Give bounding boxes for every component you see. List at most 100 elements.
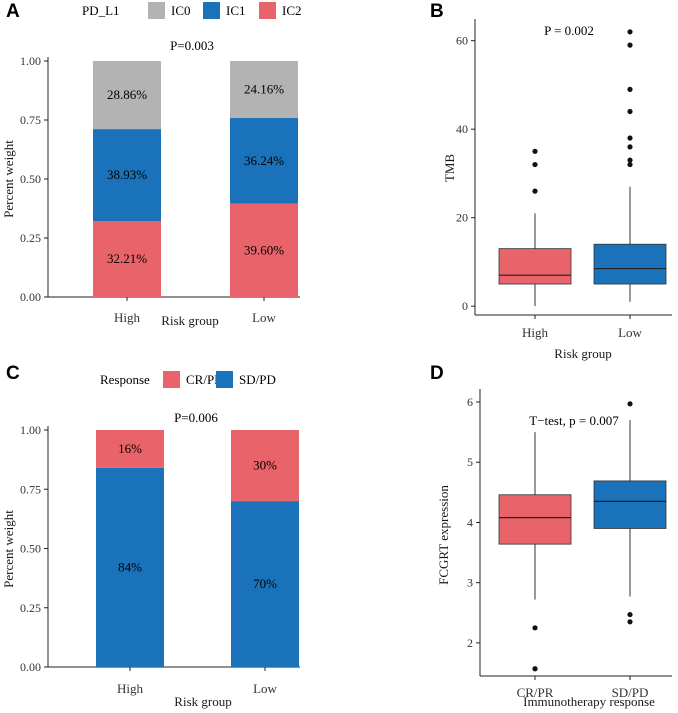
x-axis-title-b: Risk group [554, 346, 611, 361]
data-label-c: 30% [253, 458, 277, 473]
x-tick-label-a: High [114, 310, 141, 325]
outlier-point-b-low [627, 144, 633, 150]
legend-label-a: IC1 [226, 3, 246, 18]
y-tick-label-b: 60 [456, 34, 468, 48]
outlier-point-b-low [627, 42, 633, 48]
panel-d: D 2 3 4 5 6 CR/PR SD/PD T−test, p = 0.007 Immunot… [430, 363, 672, 709]
data-label-a: 24.16% [244, 82, 284, 97]
legend-title-c: Response [100, 372, 150, 387]
panel-letter-a: A [6, 1, 20, 22]
data-label-a: 38.93% [107, 167, 147, 182]
legend-label-c: SD/PD [239, 372, 276, 387]
data-label-a: 36.24% [244, 153, 284, 168]
bar-segment-c-low-sdpd [231, 501, 299, 667]
y-tick-label-d: 6 [467, 395, 473, 409]
outlier-point-b-low [627, 161, 633, 168]
legend-key-a-ic1 [203, 2, 220, 19]
legend-c: Response CR/PR SD/PD [100, 371, 276, 388]
legend-key-c-crpr [163, 371, 180, 388]
outlier-point-d-crpr [532, 666, 538, 672]
data-label-a: 32.21% [107, 251, 147, 266]
y-tick-label-c: 0.00 [20, 660, 41, 674]
outlier-point-d-crpr [532, 625, 538, 631]
box-b-high [498, 248, 572, 285]
y-tick-label-b: 40 [456, 122, 468, 136]
bar-segment-c-high-sdpd [96, 467, 164, 667]
legend-a: PD_L1 IC0 IC1 IC2 [82, 2, 302, 19]
outlier-point-b-high [532, 161, 538, 168]
y-axis-title-b: TMB [442, 154, 457, 183]
y-tick-label-d: 5 [467, 455, 473, 469]
y-tick-label-a: 0.50 [20, 172, 41, 186]
p-value-a: P=0.003 [170, 38, 214, 53]
panel-letter-b: B [430, 1, 444, 22]
y-axis-title-c: Percent weight [1, 510, 16, 588]
y-tick-label-c: 0.50 [20, 542, 41, 556]
data-label-a: 28.86% [107, 87, 147, 102]
x-tick-label-a: Low [252, 310, 276, 325]
x-tick-label-b: High [522, 325, 549, 340]
p-value-b: P = 0.002 [544, 23, 594, 38]
legend-label-a: IC0 [171, 3, 191, 18]
data-label-c: 16% [118, 441, 142, 456]
outlier-point-b-low [627, 157, 633, 163]
outlier-point-b-low [627, 108, 633, 115]
x-axis-title-d: Immunotherapy response [523, 694, 655, 709]
y-tick-label-a: 1.00 [20, 54, 41, 68]
x-tick-label-c: High [117, 681, 144, 696]
bar-segment-a-low-ic1 [230, 118, 298, 204]
x-axis-title-c: Risk group [174, 694, 231, 709]
outlier-point-d-sdpd [627, 619, 633, 625]
y-tick-label-a: 0.25 [20, 231, 41, 245]
bar-segment-a-high-ic1 [93, 129, 161, 221]
y-axis-title-d: FCGRT expression [436, 485, 451, 585]
data-label-c: 84% [118, 559, 142, 574]
y-tick-label-c: 0.75 [20, 482, 41, 496]
box-d-crpr [498, 494, 572, 545]
legend-label-c: CR/PR [186, 372, 223, 387]
panel-b: B 0 20 40 60 High Low P = 0.002 Risk group TMB [430, 1, 672, 361]
y-tick-label-d: 3 [467, 576, 473, 590]
data-label-c: 70% [253, 576, 277, 591]
bar-segment-a-low-ic2 [230, 203, 298, 297]
outlier-point-d-sdpd [627, 401, 633, 407]
y-tick-label-a: 0.00 [20, 290, 41, 304]
y-axis-title-a: Percent weight [1, 140, 16, 218]
outlier-point-b-low [627, 135, 633, 141]
x-axis-title-a: Risk group [161, 313, 218, 328]
outlier-point-b-low [627, 29, 633, 35]
x-tick-label-d: SD/PD [612, 685, 649, 700]
panel-letter-d: D [430, 363, 444, 384]
bar-segment-a-high-ic0 [93, 61, 161, 130]
y-tick-label-c: 1.00 [20, 423, 41, 437]
outlier-point-b-low [627, 86, 633, 92]
panel-a: A 0.00 0.25 0.50 0.75 1.00 32.21% 38.93% 28.86% H… [1, 1, 302, 328]
legend-key-c-sdpd [216, 371, 233, 388]
x-tick-label-d: CR/PR [517, 685, 554, 700]
outlier-point-b-high [532, 148, 538, 154]
bar-segment-c-high-crpr [96, 430, 164, 468]
box-b-low [593, 243, 667, 285]
y-tick-label-c: 0.25 [20, 601, 41, 615]
legend-title-a: PD_L1 [82, 3, 120, 18]
bar-segment-a-low-ic0 [230, 61, 298, 119]
legend-label-a: IC2 [282, 3, 302, 18]
y-tick-label-b: 0 [462, 299, 468, 313]
y-tick-label-d: 2 [467, 636, 473, 650]
y-tick-label-a: 0.75 [20, 113, 41, 127]
outlier-point-d-sdpd [627, 611, 633, 618]
p-value-c: P=0.006 [174, 410, 218, 425]
data-label-a: 39.60% [244, 242, 284, 257]
bar-segment-a-high-ic2 [93, 220, 161, 297]
y-tick-label-d: 4 [467, 515, 473, 529]
legend-key-a-ic2 [259, 2, 276, 19]
p-value-d: T−test, p = 0.007 [529, 413, 619, 428]
legend-key-a-ic0 [148, 2, 165, 19]
panel-letter-c: C [6, 363, 20, 384]
outlier-point-b-high [532, 188, 538, 194]
x-tick-label-c: Low [253, 681, 277, 696]
box-d-sdpd [593, 480, 667, 529]
panel-c: C 0.00 0.25 0.50 0.75 1.00 84% 16% High 70% 30% Low… [1, 363, 300, 709]
x-tick-label-b: Low [618, 325, 642, 340]
